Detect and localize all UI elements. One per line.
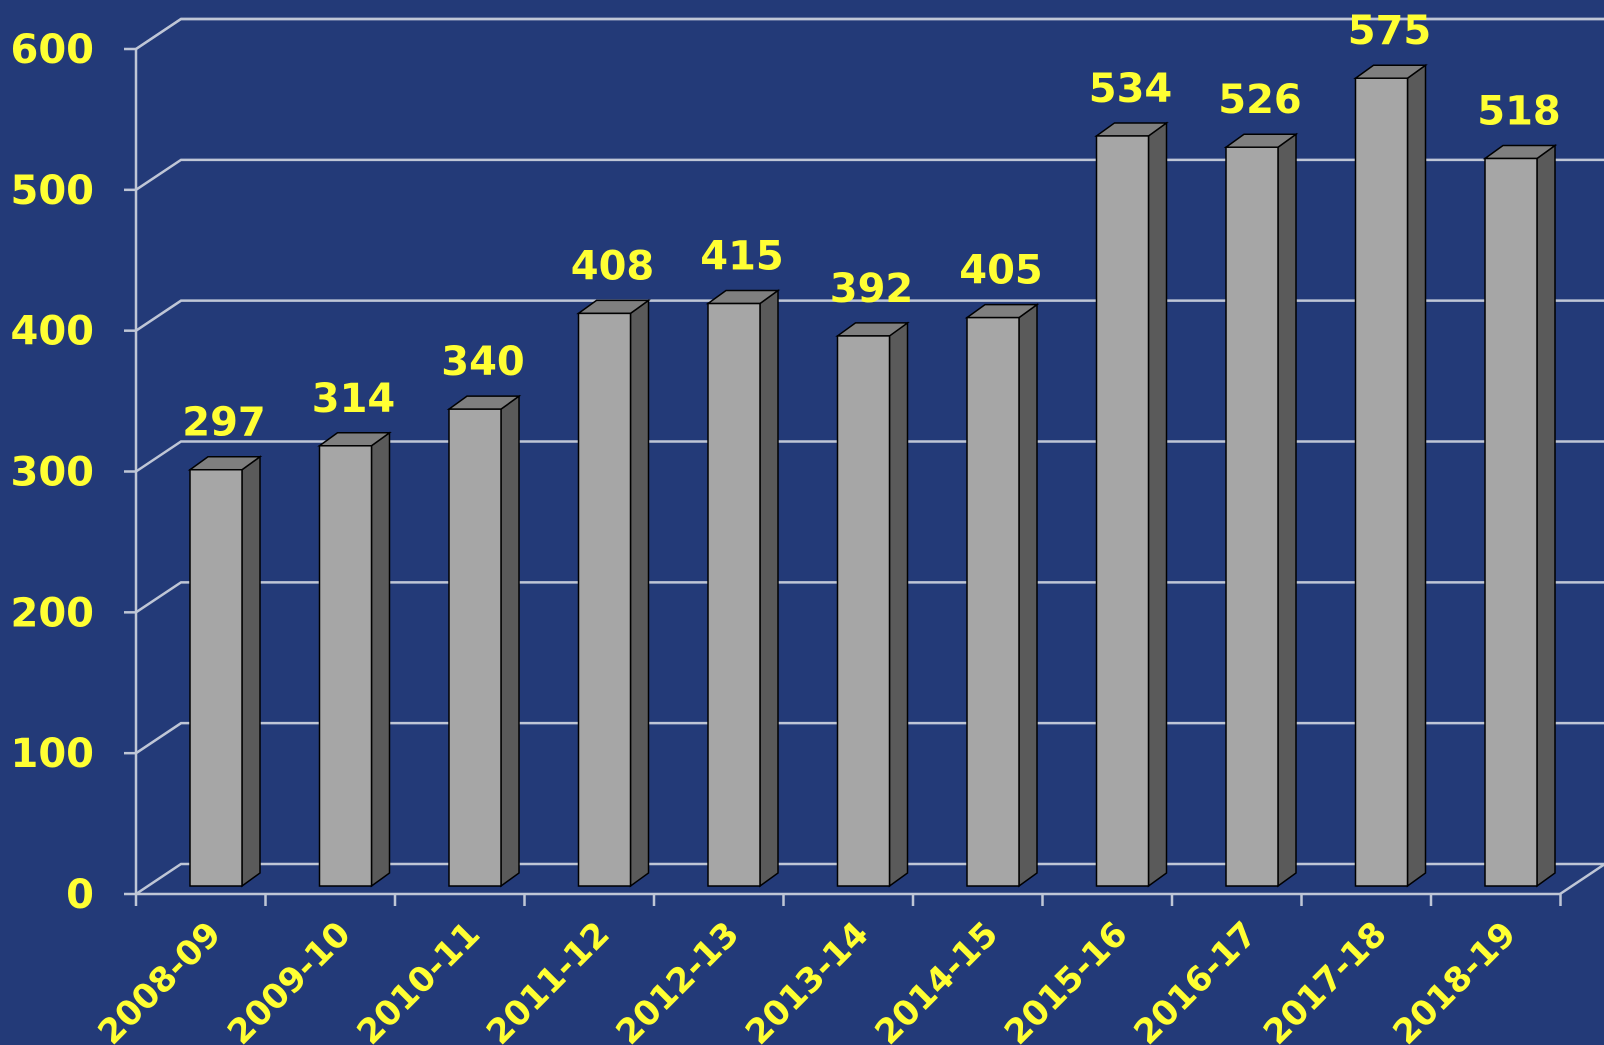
data-label: 392: [830, 266, 914, 312]
y-tick-label: 300: [11, 450, 95, 496]
x-tick-label: 2009-10: [220, 914, 359, 1045]
bar: [707, 302, 761, 887]
bar-side: [241, 455, 261, 888]
data-label: 297: [182, 400, 266, 446]
bar-side: [888, 321, 909, 888]
x-tick-label: 2008-09: [90, 914, 229, 1045]
data-label: 575: [1348, 8, 1432, 54]
x-tick-label: 2018-19: [1385, 914, 1524, 1045]
data-label: 314: [312, 376, 396, 422]
bar: [448, 408, 502, 887]
data-labels: 297 314 340 408 415 392 405 534 526 575 518: [182, 8, 1561, 446]
bar-side: [370, 431, 391, 888]
bar-side: [1536, 144, 1556, 888]
y-tick-label: 200: [11, 590, 95, 636]
x-tick-label: 2017-18: [1256, 914, 1395, 1045]
gridlines: [135, 17, 1604, 896]
data-label: 415: [700, 234, 784, 280]
floor-right-edge: [1559, 863, 1604, 896]
y-tick-label: 500: [11, 168, 95, 214]
x-tick-label: 2012-13: [608, 914, 747, 1045]
axes: [124, 47, 1604, 906]
bar: [189, 468, 243, 887]
bar: [1354, 77, 1409, 887]
x-tick-label: 2015-16: [997, 914, 1136, 1045]
bar: [1095, 135, 1150, 887]
x-tick-label: 2010-11: [349, 914, 488, 1045]
bar-side: [1018, 303, 1038, 888]
bar-side: [1277, 132, 1297, 888]
data-label: 526: [1218, 77, 1302, 123]
y-tick-labels: 0 100 200 300 400 500 600: [11, 27, 95, 918]
bar: [318, 445, 373, 887]
data-label: 405: [959, 248, 1043, 294]
x-tick-labels: 2008-092009-102010-112011-122012-132013-…: [90, 914, 1524, 1045]
bar: [966, 316, 1020, 887]
bar-side: [1406, 63, 1427, 888]
y-tick-label: 100: [11, 731, 95, 777]
bar: [577, 312, 632, 887]
bar-side: [629, 298, 650, 888]
bar-side: [759, 289, 779, 888]
x-tick-label: 2013-14: [738, 914, 877, 1045]
bars: [187, 63, 1558, 888]
data-label: 340: [441, 339, 525, 385]
x-tick-label: 2016-17: [1126, 914, 1265, 1045]
bar: [1225, 146, 1279, 887]
bar-side: [1147, 121, 1168, 888]
y-tick-label: 0: [66, 872, 94, 918]
y-tick-label: 400: [11, 309, 95, 355]
data-label: 408: [571, 243, 655, 289]
data-label: 518: [1477, 88, 1561, 134]
y-tick-label: 600: [11, 27, 95, 73]
bar: [836, 335, 891, 887]
data-label: 534: [1089, 66, 1173, 112]
gridline-top: [135, 17, 1604, 51]
x-tick-label: 2014-15: [867, 914, 1006, 1045]
x-tick-label: 2011-12: [479, 914, 618, 1045]
bar: [1484, 157, 1538, 887]
bar-side: [500, 394, 520, 888]
